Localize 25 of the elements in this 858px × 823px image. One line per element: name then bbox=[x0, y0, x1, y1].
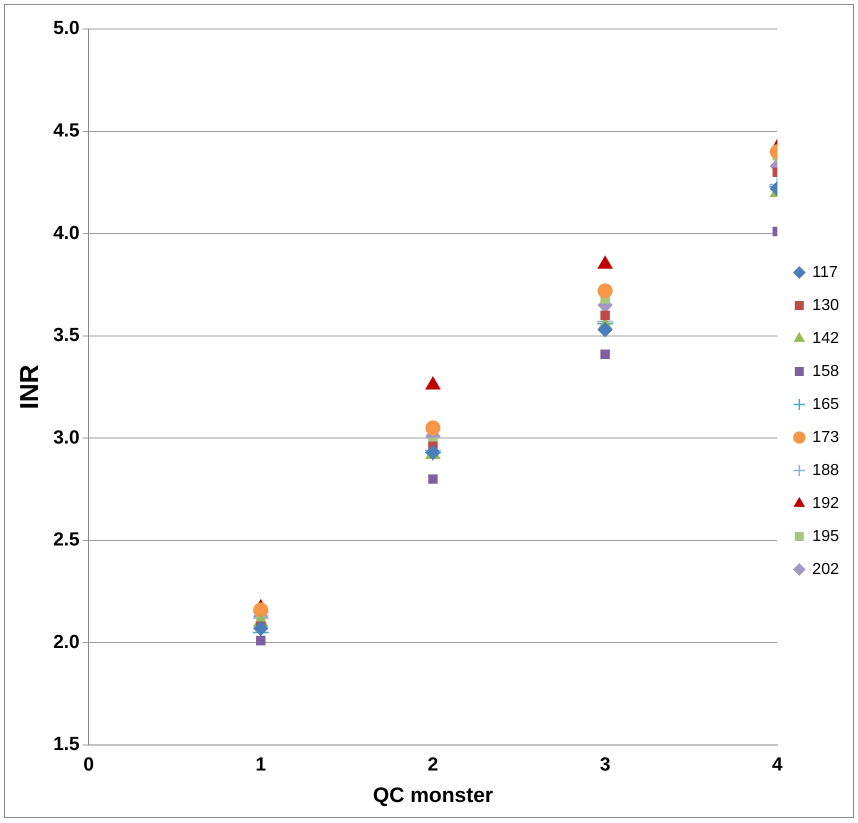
legend-label: 188 bbox=[812, 462, 840, 479]
legend-label: 202 bbox=[812, 560, 840, 578]
y-tick-label: 2.0 bbox=[53, 632, 80, 653]
x-tick-label: 2 bbox=[428, 754, 438, 776]
x-tick-label: 3 bbox=[600, 754, 610, 776]
legend-label: 165 bbox=[812, 396, 840, 413]
legend-label: 130 bbox=[812, 296, 840, 314]
x-tick-label: 4 bbox=[772, 754, 784, 776]
x-tick-label: 1 bbox=[255, 754, 266, 776]
y-tick-label: 1.5 bbox=[53, 734, 80, 756]
x-axis-title: QC monster bbox=[372, 784, 494, 808]
y-tick-label: 3.0 bbox=[53, 427, 80, 448]
y-tick-label: 4.5 bbox=[53, 120, 80, 142]
y-tick-label: 2.5 bbox=[53, 530, 80, 551]
legend-label: 158 bbox=[812, 362, 840, 380]
legend-label: 117 bbox=[812, 264, 838, 281]
legend-label: 192 bbox=[812, 494, 840, 512]
y-tick-label: 5.0 bbox=[53, 18, 80, 40]
y-axis-title: INR bbox=[14, 364, 44, 410]
y-tick-label: 3.5 bbox=[53, 325, 80, 346]
legend-label: 142 bbox=[812, 330, 840, 347]
legend-label: 173 bbox=[812, 428, 840, 446]
y-tick-label: 4.0 bbox=[53, 222, 80, 244]
legend-label: 195 bbox=[812, 528, 840, 545]
x-tick-label: 0 bbox=[83, 754, 94, 776]
